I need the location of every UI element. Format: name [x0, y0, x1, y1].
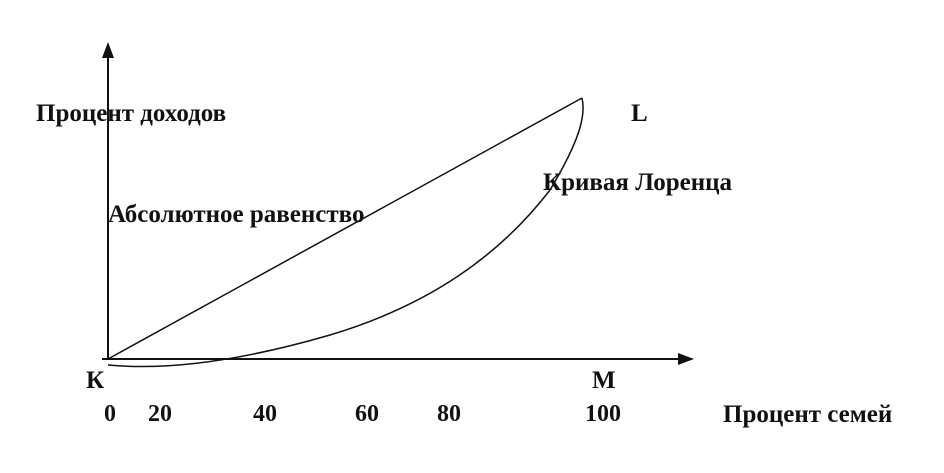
x-axis-arrow [678, 353, 694, 365]
x-tick-label: 0 [104, 401, 116, 427]
x-tick-label: 80 [437, 401, 461, 427]
equality-line-label: Абсолютное равенство [108, 201, 365, 228]
y-axis-label: Процент доходов [36, 100, 226, 127]
equality-line [107, 97, 583, 360]
point-m-label: M [592, 367, 616, 394]
y-axis-arrow [102, 42, 114, 58]
x-tick-label: 100 [585, 401, 621, 427]
lorenz-curve-label: Кривая Лоренца [543, 169, 733, 196]
x-tick-label: 60 [355, 401, 379, 427]
x-axis-label: Процент семей [723, 401, 892, 428]
x-tick-label: 40 [253, 401, 277, 427]
point-l-label: L [631, 100, 648, 127]
lorenz-curve [107, 97, 584, 368]
x-tick-label: 20 [148, 401, 172, 427]
origin-label: К [86, 367, 104, 394]
